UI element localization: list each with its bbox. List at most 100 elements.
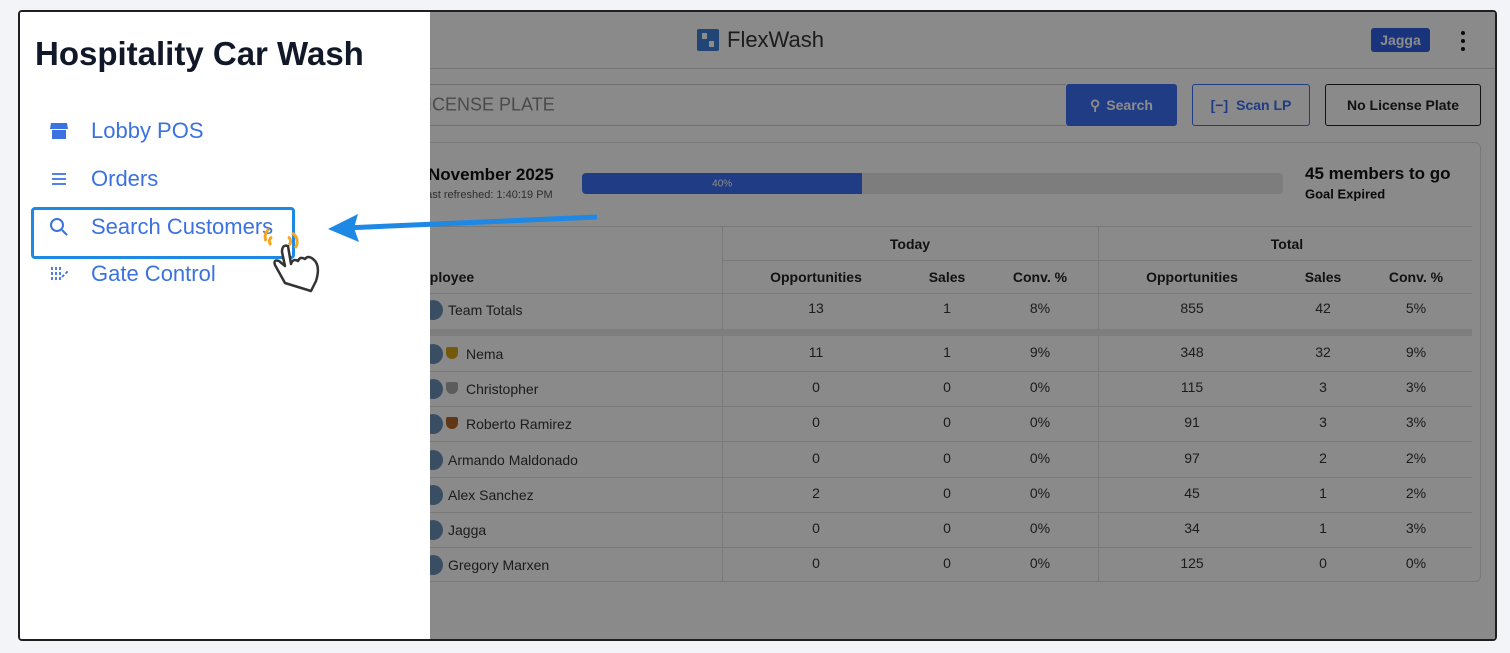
- refresh-time: Last refreshed: 1:40:19 PM: [420, 189, 553, 201]
- employee-name: Alex Sanchez: [448, 486, 534, 503]
- table-cell: 97: [1184, 449, 1200, 466]
- table-cell: 8%: [1029, 300, 1051, 316]
- group-header: Total: [1270, 236, 1304, 252]
- goal-remaining: 45 members to go: [1305, 164, 1451, 183]
- table-cell: 115: [1180, 379, 1204, 396]
- column-divider: [1098, 226, 1099, 582]
- row-line: [400, 547, 1472, 548]
- table-cell: 1: [943, 344, 951, 360]
- column-header: Sales: [1304, 269, 1342, 285]
- table-cell: 0%: [1029, 449, 1051, 466]
- gate-icon: [51, 267, 69, 281]
- search-icon: [50, 218, 68, 236]
- kebab-menu[interactable]: [1458, 30, 1468, 52]
- employee-name: Team Totals: [448, 302, 523, 318]
- sidebar: Hospitality Car Wash Lobby POS Orders Se…: [20, 12, 430, 639]
- header-divider: [20, 68, 1495, 69]
- brand-name: FlexWash: [727, 27, 824, 52]
- table-cell: 0%: [1029, 520, 1051, 536]
- row-line: [400, 293, 1472, 294]
- column-header: Sales: [928, 269, 966, 285]
- table-cell: 45: [1184, 484, 1200, 501]
- table-cell: 13: [808, 300, 824, 316]
- table-cell: 1: [1319, 484, 1327, 501]
- progress-fill: 40%: [582, 173, 863, 194]
- trophy-icon: [446, 417, 458, 430]
- table-cell: 125: [1180, 555, 1204, 572]
- employee-name: Jagga: [448, 522, 487, 538]
- table-cell: 1: [943, 300, 951, 316]
- app-window: FlexWash Jagga LICENSE PLATE ⚲ Search [−]…: [18, 10, 1497, 641]
- table-cell: 0: [943, 449, 951, 466]
- plate-placeholder: LICENSE PLATE: [417, 94, 555, 115]
- no-plate-button[interactable]: No License Plate: [1325, 84, 1481, 126]
- scan-button[interactable]: [−] Scan LP: [1192, 84, 1310, 126]
- table-cell: 0: [943, 484, 951, 501]
- table-cell: 3: [1319, 414, 1327, 431]
- table-cell: 9%: [1029, 344, 1051, 360]
- table-cell: 348: [1180, 344, 1204, 360]
- table-cell: 855: [1180, 300, 1204, 316]
- employee-name: Gregory Marxen: [448, 557, 550, 574]
- row-line: [400, 371, 1472, 372]
- table-cell: 11: [808, 344, 824, 360]
- table-cell: 9%: [1405, 344, 1427, 360]
- table-cell: 0: [943, 379, 951, 396]
- table-cell: 0: [943, 520, 951, 536]
- row-line: [400, 511, 1472, 513]
- table-cell: 0: [812, 379, 820, 396]
- column-header: Conv. %: [1388, 269, 1444, 285]
- user-badge[interactable]: Jagga: [1371, 28, 1430, 52]
- search-button[interactable]: ⚲ Search: [1066, 84, 1177, 126]
- row-line: [400, 441, 1472, 443]
- column-header: Conv. %: [1012, 269, 1068, 285]
- employee-name: Armando Maldonado: [448, 451, 578, 468]
- table-cell: 2: [812, 484, 820, 501]
- progress-label: 40%: [712, 178, 733, 189]
- table-cell: 2%: [1405, 449, 1427, 466]
- highlight-box: [31, 207, 295, 259]
- menu-item[interactable]: Lobby POS: [91, 118, 204, 143]
- table-cell: 91: [1184, 414, 1200, 431]
- table-cell: 3%: [1405, 414, 1427, 431]
- store-icon: [50, 123, 68, 139]
- menu-item[interactable]: Orders: [91, 166, 159, 191]
- table-cell: 0: [812, 520, 820, 536]
- goal-status: Goal Expired: [1305, 186, 1386, 202]
- table-cell: 0%: [1029, 484, 1051, 501]
- brand-logo: [697, 29, 719, 51]
- table-cell: 0%: [1029, 414, 1051, 431]
- employee-name: Christopher: [466, 381, 539, 398]
- goal-month: November 2025: [428, 165, 554, 184]
- table-cell: 2: [1319, 449, 1327, 466]
- table-cell: 0%: [1405, 555, 1427, 572]
- row-line: [400, 476, 1472, 478]
- column-divider: [722, 226, 723, 582]
- list-icon: [52, 173, 66, 185]
- column-header: Opportunities: [1146, 269, 1238, 285]
- table-cell: 3%: [1405, 520, 1427, 536]
- table-cell: 0: [812, 449, 820, 466]
- table-cell: 3: [1319, 379, 1327, 396]
- sidebar-title: Hospitality Car Wash: [35, 35, 364, 72]
- table-cell: 34: [1184, 520, 1200, 536]
- totals-separator: [400, 329, 1472, 336]
- row-line: [400, 226, 1472, 227]
- column-header: Opportunities: [770, 269, 862, 285]
- table-cell: 0: [943, 555, 951, 572]
- table-cell: 0: [943, 414, 951, 431]
- table-cell: 0%: [1029, 379, 1051, 396]
- menu-item[interactable]: Search Customers: [91, 214, 274, 239]
- table-cell: 3%: [1405, 379, 1427, 396]
- table-cell: 1: [1319, 520, 1327, 536]
- row-line: [722, 260, 1472, 261]
- progress-track: 40%: [582, 173, 1283, 194]
- menu-item[interactable]: Gate Control: [91, 261, 216, 286]
- button-label: No License Plate: [1346, 97, 1460, 113]
- table-cell: 0: [812, 414, 820, 431]
- row-line: [400, 406, 1472, 408]
- button-label: Search: [1106, 97, 1153, 113]
- table-cell: 2%: [1405, 484, 1427, 501]
- table-cell: 5%: [1405, 300, 1427, 316]
